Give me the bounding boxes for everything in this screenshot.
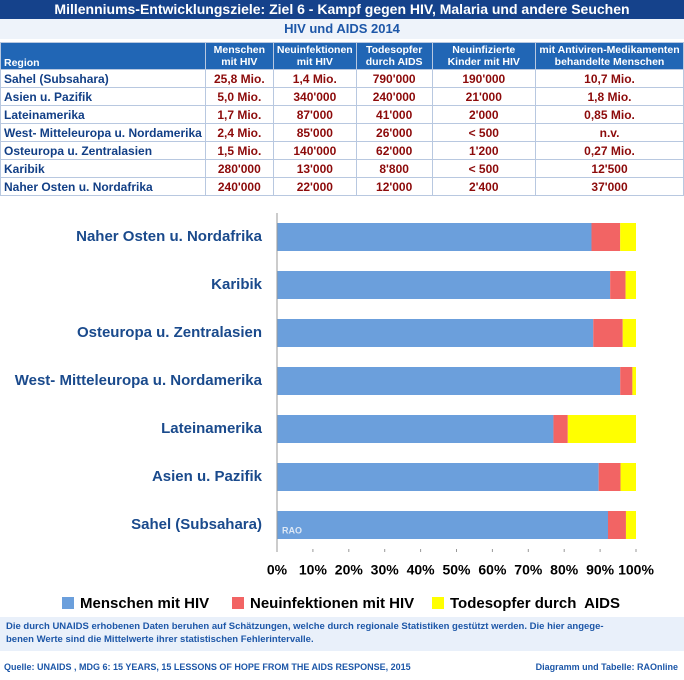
footnote-line: benen Werte sind die Mittelwerte ihrer s…: [6, 634, 314, 645]
value-cell: 8'800: [355, 159, 433, 178]
bar-segment: [277, 223, 592, 251]
y-tick-label: Naher Osten u. Nordafrika: [76, 228, 263, 245]
table-row: Lateinamerika 1,7 Mio. 87'000 41'000 2'000 0,…: [0, 105, 684, 124]
bar-segment: [610, 271, 626, 299]
x-tick-label: 90%: [586, 562, 615, 578]
value-cell: < 500: [431, 123, 537, 142]
bar-segment: [625, 511, 636, 539]
legend-label: Todesopfer durch AIDS: [450, 595, 620, 612]
bar-segment: [277, 463, 599, 491]
bar-segment: [567, 415, 636, 443]
footnote-line: Die durch UNAIDS erhobenen Daten beruhen…: [6, 621, 604, 632]
legend-swatch: [432, 597, 444, 609]
bar-segment: [622, 319, 636, 347]
column-header: Region: [0, 42, 206, 70]
bar-segment: [553, 415, 568, 443]
x-tick-label: 70%: [514, 562, 543, 578]
bar-segment: [277, 319, 594, 347]
bar-segment: [277, 415, 554, 443]
value-cell: 10,7 Mio.: [535, 69, 684, 88]
y-tick-label: West- Mitteleuropa u. Nordamerika: [15, 372, 263, 389]
bar-segment: [593, 319, 623, 347]
credit: Diagramm und Tabelle: RAOnline: [535, 662, 678, 672]
footnote: Die durch UNAIDS erhobenen Daten beruhen…: [0, 617, 684, 651]
x-tick-label: 10%: [299, 562, 328, 578]
bar-segment: [620, 463, 636, 491]
value-cell: 0,85 Mio.: [535, 105, 684, 124]
column-header: mit Antiviren-Medikamenten behandelte Me…: [535, 42, 684, 70]
legend-label: Neuinfektionen mit HIV: [250, 595, 414, 612]
bar-segment: [607, 511, 626, 539]
region-cell: Sahel (Subsahara): [0, 69, 206, 88]
bar-segment: [632, 367, 636, 395]
annotation: RAO: [282, 525, 302, 535]
x-tick-label: 30%: [371, 562, 400, 578]
value-cell: 190'000: [431, 69, 537, 88]
bar-segment: [598, 463, 621, 491]
x-tick-label: 100%: [618, 562, 654, 578]
column-header: Neuinfizierte Kinder mit HIV: [431, 42, 537, 70]
bar-segment: [620, 223, 636, 251]
chart: Naher Osten u. Nordafrika Karibik Osteurop…: [15, 213, 654, 612]
table-row: West- Mitteleuropa u. Nordamerika 2,4 Mio…: [0, 123, 684, 142]
bar-segment: [620, 367, 633, 395]
value-cell: 1,7 Mio.: [204, 105, 274, 124]
table-row: Osteuropa u. Zentralasien 1,5 Mio. 140'000…: [0, 141, 684, 160]
bar-segment: [277, 367, 621, 395]
bar-segment: [277, 271, 611, 299]
value-cell: 2'000: [431, 105, 537, 124]
value-cell: 87'000: [272, 105, 357, 124]
table-row: Karibik 280'000 13'000 8'800 < 500 12'500: [0, 159, 684, 178]
value-cell: 37'000: [535, 177, 684, 196]
value-cell: 5,0 Mio.: [204, 87, 274, 106]
source: Quelle: UNAIDS , MDG 6: 15 YEARS, 15 LES…: [4, 662, 411, 672]
value-cell: 21'000: [431, 87, 537, 106]
value-cell: 22'000: [272, 177, 357, 196]
y-tick-label: Lateinamerika: [161, 420, 263, 437]
region-cell: Naher Osten u. Nordafrika: [0, 177, 206, 196]
bar-segment: [625, 271, 636, 299]
y-tick-label: Asien u. Pazifik: [152, 468, 263, 485]
data-table: Region Menschen mit HIV Neuinfektionen mit…: [0, 42, 684, 196]
legend-swatch: [232, 597, 244, 609]
column-header: Menschen mit HIV: [204, 42, 274, 70]
title: Millenniums-Entwicklungsziele: Ziel 6 - …: [0, 0, 684, 19]
subtitle: HIV und AIDS 2014: [0, 19, 684, 39]
bar-segment: [591, 223, 621, 251]
x-tick-label: 0%: [267, 562, 288, 578]
table-row: Asien u. Pazifik 5,0 Mio. 340'000 240'000 21…: [0, 87, 684, 106]
x-tick-label: 40%: [407, 562, 436, 578]
value-cell: 41'000: [355, 105, 433, 124]
value-cell: 12'000: [355, 177, 433, 196]
y-tick-label: Karibik: [211, 276, 263, 293]
value-cell: 12'500: [535, 159, 684, 178]
bar-segment: [277, 511, 608, 539]
y-tick-label: Sahel (Subsahara): [131, 516, 262, 533]
table-row: Naher Osten u. Nordafrika 240'000 22'000 12…: [0, 177, 684, 196]
x-tick-label: 20%: [335, 562, 364, 578]
x-tick-label: 50%: [442, 562, 471, 578]
x-tick-label: 80%: [550, 562, 579, 578]
value-cell: 1'200: [431, 141, 537, 160]
x-tick-label: 60%: [478, 562, 507, 578]
legend-swatch: [62, 597, 74, 609]
y-tick-label: Osteuropa u. Zentralasien: [77, 324, 262, 341]
header-row: Region Menschen mit HIV Neuinfektionen mit…: [0, 42, 684, 70]
legend-label: Menschen mit HIV: [80, 595, 209, 612]
